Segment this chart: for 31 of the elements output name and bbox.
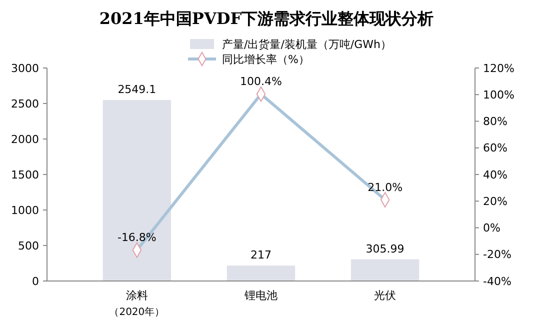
y-tick-label: 2000 <box>11 132 39 146</box>
y2-tick-label: 100% <box>483 88 514 102</box>
data-label: 21.0% <box>368 180 403 194</box>
bar <box>102 100 172 281</box>
y2-tick-label: 60% <box>483 142 508 155</box>
legend-label: 同比增长率（%） <box>222 52 310 66</box>
bar <box>226 266 296 281</box>
y-tick-label: 3000 <box>11 62 39 75</box>
y2-tick-label: 120% <box>483 62 514 75</box>
y-tick-label: 0 <box>32 274 39 288</box>
x-tick-label: 锂电池 <box>244 289 278 302</box>
data-label: 305.99 <box>366 242 404 256</box>
y2-tick-label: -40% <box>483 274 512 288</box>
data-label: -16.8% <box>117 231 156 244</box>
y-tick-label: 1000 <box>11 204 39 217</box>
y2-tick-label: -20% <box>483 248 512 262</box>
y-tick-label: 2500 <box>11 97 39 110</box>
data-label: 100.4% <box>240 75 282 88</box>
x-tick-label: 涂料（2020年） <box>109 289 165 318</box>
y2-tick-label: 40% <box>483 168 508 182</box>
bar <box>350 259 420 281</box>
y-tick-label: 1500 <box>11 168 39 182</box>
data-label: 2549.1 <box>118 83 156 96</box>
x-tick-label: 光伏 <box>374 289 396 302</box>
legend-label: 产量/出货量/装机量（万吨/GWh） <box>222 38 392 51</box>
y2-tick-label: 20% <box>483 194 508 208</box>
y2-tick-label: 0% <box>483 222 500 235</box>
chart-title: 2021年中国PVDF下游需求行业整体现状分析 <box>99 9 434 28</box>
y2-tick-label: 80% <box>483 115 508 128</box>
data-label: 217 <box>250 248 272 262</box>
y-tick-label: 500 <box>18 239 39 252</box>
